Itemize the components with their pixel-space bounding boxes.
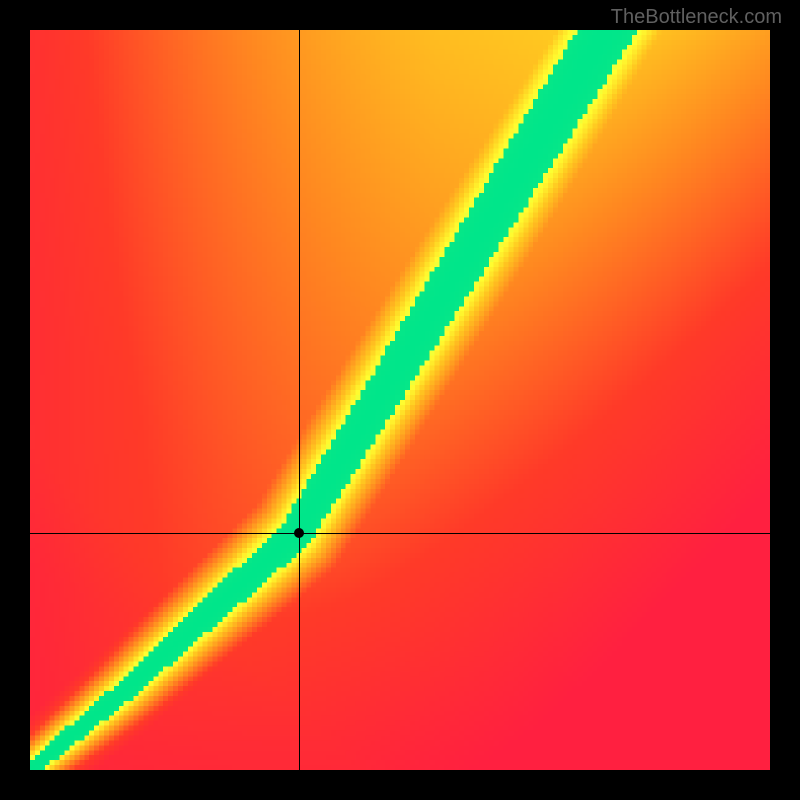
crosshair-horizontal bbox=[30, 533, 770, 534]
watermark-text: TheBottleneck.com bbox=[611, 6, 782, 29]
plot-area bbox=[30, 30, 770, 770]
crosshair-vertical bbox=[299, 30, 300, 770]
heatmap-canvas bbox=[30, 30, 770, 770]
data-point-marker bbox=[294, 528, 304, 538]
